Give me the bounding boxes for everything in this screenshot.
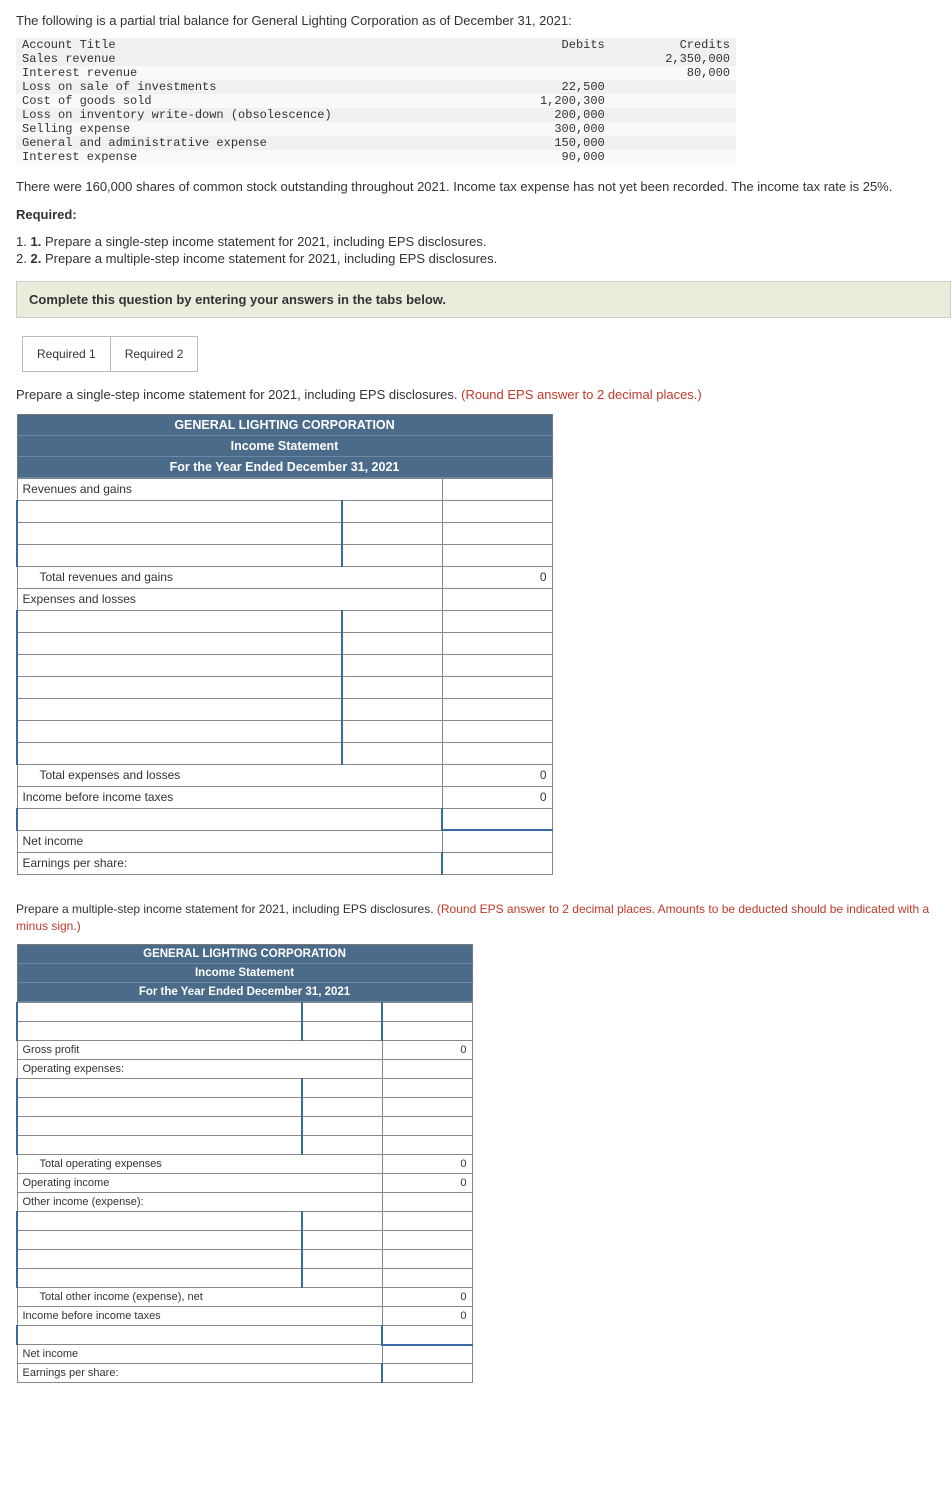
- req2-statement: GENERAL LIGHTING CORPORATION Income Stat…: [16, 944, 473, 1383]
- exp-input-4[interactable]: [17, 676, 342, 698]
- tb-title: Interest revenue: [16, 66, 465, 80]
- req2-company: GENERAL LIGHTING CORPORATION: [18, 945, 472, 964]
- tb-credit: [611, 136, 736, 150]
- req1-prompt: Prepare a single-step income statement f…: [16, 386, 936, 404]
- tot-other: Total other income (expense), net: [17, 1288, 382, 1307]
- rev-input-3[interactable]: [17, 544, 342, 566]
- other-input-1[interactable]: [17, 1212, 302, 1231]
- tb-col-debits: Debits: [465, 38, 611, 52]
- intro-text: The following is a partial trial balance…: [16, 12, 936, 30]
- other-input-4[interactable]: [17, 1269, 302, 1288]
- tb-col-credits: Credits: [611, 38, 736, 52]
- req2-period: For the Year Ended December 31, 2021: [18, 983, 472, 1002]
- required-2-section: Prepare a multiple-step income statement…: [16, 901, 936, 1384]
- req1-title: Income Statement: [18, 436, 552, 457]
- req-item-2: 2. Prepare a multiple-step income statem…: [16, 250, 936, 267]
- opex-input-4[interactable]: [17, 1136, 302, 1155]
- tb-debit: 200,000: [465, 108, 611, 122]
- net-income-2: Net income: [17, 1345, 382, 1364]
- exp-input-1[interactable]: [17, 610, 342, 632]
- tb-debit: 90,000: [465, 150, 611, 164]
- rev-gains-label: Revenues and gains: [17, 478, 442, 500]
- cogs-input[interactable]: [17, 1022, 302, 1041]
- tot-op-exp-val: 0: [382, 1155, 472, 1174]
- inc-before-tax-2-val: 0: [382, 1307, 472, 1326]
- required-label: Required:: [16, 206, 936, 224]
- tb-debit: 150,000: [465, 136, 611, 150]
- tb-title: Cost of goods sold: [16, 94, 465, 108]
- requirements-list: 1. Prepare a single-step income statemen…: [16, 233, 936, 267]
- tb-title: Sales revenue: [16, 52, 465, 66]
- tot-exp-val: 0: [442, 764, 552, 786]
- exp-input-7[interactable]: [17, 742, 342, 764]
- tot-rev-gains: Total revenues and gains: [17, 566, 442, 588]
- tb-title: Interest expense: [16, 150, 465, 164]
- trial-balance-table: Account Title Debits Credits Sales reven…: [16, 38, 736, 164]
- tb-credit: [611, 94, 736, 108]
- context-text: There were 160,000 shares of common stoc…: [16, 178, 936, 196]
- op-income-val: 0: [382, 1174, 472, 1193]
- inc-before-tax-val: 0: [442, 786, 552, 808]
- gross-profit: Gross profit: [17, 1041, 382, 1060]
- tb-col-title: Account Title: [16, 38, 465, 52]
- tb-title: Loss on sale of investments: [16, 80, 465, 94]
- exp-input-2[interactable]: [17, 632, 342, 654]
- req1-statement: GENERAL LIGHTING CORPORATION Income Stat…: [16, 414, 553, 875]
- rev-input-1[interactable]: [17, 500, 342, 522]
- tab-required-2[interactable]: Required 2: [111, 336, 199, 372]
- exp-input-6[interactable]: [17, 720, 342, 742]
- tb-title: Selling expense: [16, 122, 465, 136]
- req1-period: For the Year Ended December 31, 2021: [18, 457, 552, 478]
- op-exp-label: Operating expenses:: [17, 1060, 382, 1079]
- tb-title: General and administrative expense: [16, 136, 465, 150]
- required-1-section: Prepare a single-step income statement f…: [16, 386, 936, 875]
- eps: Earnings per share:: [17, 852, 442, 874]
- inc-before-tax-2: Income before income taxes: [17, 1307, 382, 1326]
- opex-input-3[interactable]: [17, 1117, 302, 1136]
- tot-other-val: 0: [382, 1288, 472, 1307]
- net-income: Net income: [17, 830, 442, 852]
- tb-credit: [611, 108, 736, 122]
- inc-before-tax: Income before income taxes: [17, 786, 442, 808]
- gross-profit-val: 0: [382, 1041, 472, 1060]
- exp-input-3[interactable]: [17, 654, 342, 676]
- tb-debit: 22,500: [465, 80, 611, 94]
- req-item-1: 1. Prepare a single-step income statemen…: [16, 233, 936, 250]
- opex-input-1[interactable]: [17, 1079, 302, 1098]
- rev-input-2[interactable]: [17, 522, 342, 544]
- req2-prompt: Prepare a multiple-step income statement…: [16, 901, 936, 935]
- sales-input[interactable]: [17, 1003, 302, 1022]
- tot-exp-losses: Total expenses and losses: [17, 764, 442, 786]
- req2-title: Income Statement: [18, 964, 472, 983]
- eps-2: Earnings per share:: [17, 1364, 382, 1383]
- tax-input-2[interactable]: [17, 1326, 382, 1345]
- tb-credit: [611, 122, 736, 136]
- other-input-2[interactable]: [17, 1231, 302, 1250]
- tax-input[interactable]: [17, 808, 442, 830]
- tb-credit: [611, 80, 736, 94]
- tot-op-exp: Total operating expenses: [17, 1155, 382, 1174]
- instruction-bar: Complete this question by entering your …: [16, 281, 951, 318]
- tb-debit: 1,200,300: [465, 94, 611, 108]
- exp-input-5[interactable]: [17, 698, 342, 720]
- other-label: Other income (expense):: [17, 1193, 382, 1212]
- tb-credit: 2,350,000: [611, 52, 736, 66]
- tot-rev-val: 0: [442, 566, 552, 588]
- exp-losses-label: Expenses and losses: [17, 588, 442, 610]
- other-input-3[interactable]: [17, 1250, 302, 1269]
- tb-credit: 80,000: [611, 66, 736, 80]
- tb-title: Loss on inventory write-down (obsolescen…: [16, 108, 465, 122]
- op-income: Operating income: [17, 1174, 382, 1193]
- tb-debit: [465, 66, 611, 80]
- req1-company: GENERAL LIGHTING CORPORATION: [18, 415, 552, 436]
- tab-required-1[interactable]: Required 1: [22, 336, 111, 372]
- tb-credit: [611, 150, 736, 164]
- tb-debit: 300,000: [465, 122, 611, 136]
- tb-debit: [465, 52, 611, 66]
- tabs: Required 1 Required 2: [22, 336, 936, 372]
- opex-input-2[interactable]: [17, 1098, 302, 1117]
